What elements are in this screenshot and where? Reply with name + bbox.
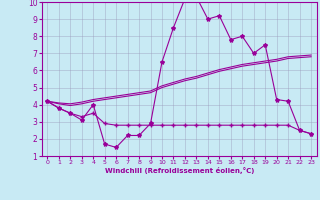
- X-axis label: Windchill (Refroidissement éolien,°C): Windchill (Refroidissement éolien,°C): [105, 167, 254, 174]
